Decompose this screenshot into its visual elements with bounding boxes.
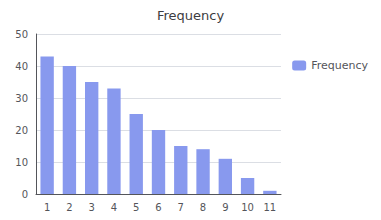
svg-text:20: 20 [15, 125, 28, 136]
svg-text:7: 7 [178, 202, 184, 213]
svg-text:Frequency: Frequency [311, 59, 368, 72]
svg-text:50: 50 [15, 29, 28, 40]
svg-text:30: 30 [15, 93, 28, 104]
svg-text:10: 10 [15, 157, 28, 168]
svg-text:8: 8 [200, 202, 206, 213]
svg-text:9: 9 [222, 202, 228, 213]
svg-text:0: 0 [22, 189, 28, 200]
svg-text:3: 3 [88, 202, 94, 213]
svg-text:6: 6 [155, 202, 161, 213]
svg-text:1: 1 [44, 202, 50, 213]
svg-text:2: 2 [66, 202, 72, 213]
svg-text:Frequency: Frequency [157, 8, 224, 23]
svg-text:10: 10 [241, 202, 254, 213]
svg-text:5: 5 [133, 202, 139, 213]
svg-text:4: 4 [111, 202, 117, 213]
svg-text:40: 40 [15, 61, 28, 72]
svg-text:11: 11 [263, 202, 276, 213]
